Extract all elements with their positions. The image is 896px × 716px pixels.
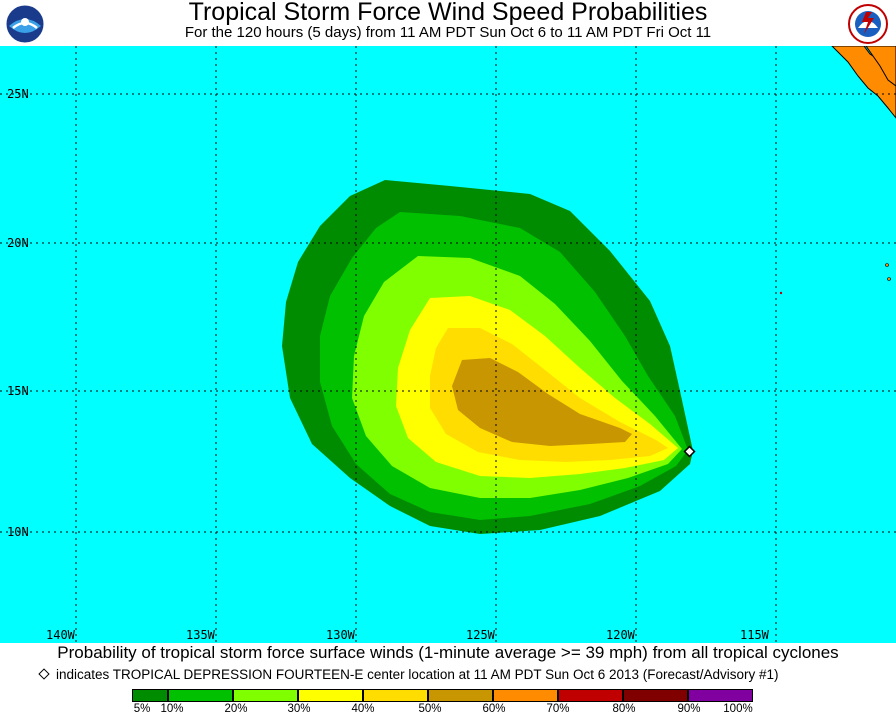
map-footer: Probability of tropical storm force surf… [0, 643, 896, 716]
contour-50-percent [452, 358, 632, 446]
legend-label-60: 60% [482, 703, 506, 715]
page-title: Tropical Storm Force Wind Speed Probabil… [188, 0, 708, 26]
map-header: Tropical Storm Force Wind Speed Probabil… [0, 0, 896, 46]
legend-label-10: 10% [160, 703, 184, 715]
legend-label-70: 70% [546, 703, 570, 715]
lon-label-115w: 115W [740, 628, 769, 642]
lon-label-135w: 135W [186, 628, 215, 642]
lon-label-120w: 120W [606, 628, 635, 642]
legend-label-30: 30% [287, 703, 311, 715]
marker-explanation-text: indicates TROPICAL DEPRESSION FOURTEEN-E… [56, 667, 779, 682]
legend-swatch-60-70 [493, 689, 558, 702]
diamond-marker-icon [38, 668, 50, 680]
legend-label-80: 80% [612, 703, 636, 715]
legend-swatch-20-30 [233, 689, 298, 702]
lat-label-10n: 10N [7, 525, 29, 539]
legend-label-50: 50% [418, 703, 442, 715]
lat-label-15n: 15N [7, 384, 29, 398]
lon-label-140w: 140W [46, 628, 75, 642]
lat-label-20n: 20N [7, 236, 29, 250]
legend-swatch-40-50 [363, 689, 428, 702]
lon-label-130w: 130W [326, 628, 355, 642]
island-marker [887, 277, 891, 281]
marker-explanation: indicates TROPICAL DEPRESSION FOURTEEN-E… [38, 667, 779, 683]
probability-map [0, 46, 896, 643]
legend-swatch-30-40 [298, 689, 363, 702]
nws-logo-icon [848, 4, 888, 44]
legend-swatch-50-60 [428, 689, 493, 702]
lat-label-25n: 25N [7, 87, 29, 101]
legend-swatch-80-90 [623, 689, 688, 702]
mainland-coastline [865, 46, 896, 87]
lon-label-125w: 125W [466, 628, 495, 642]
island-marker [885, 263, 889, 267]
probability-contours [282, 180, 693, 534]
legend-label-100: 100% [723, 703, 753, 715]
legend-swatch-90-100 [688, 689, 753, 702]
legend-label-90: 90% [677, 703, 701, 715]
map-caption: Probability of tropical storm force surf… [57, 643, 839, 662]
legend-swatch-10-20 [168, 689, 233, 702]
legend-label-40: 40% [351, 703, 375, 715]
legend-swatch-5-10 [132, 689, 168, 702]
legend-label-20: 20% [224, 703, 248, 715]
noaa-logo-icon [5, 4, 45, 44]
storm-center-marker-icon [683, 445, 696, 458]
legend-swatch-70-80 [558, 689, 623, 702]
island-marker [779, 291, 783, 295]
page-subtitle: For the 120 hours (5 days) from 11 AM PD… [184, 24, 712, 41]
legend-label-5: 5% [133, 703, 151, 715]
